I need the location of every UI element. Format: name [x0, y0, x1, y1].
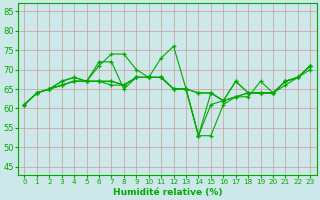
- X-axis label: Humidité relative (%): Humidité relative (%): [113, 188, 222, 197]
